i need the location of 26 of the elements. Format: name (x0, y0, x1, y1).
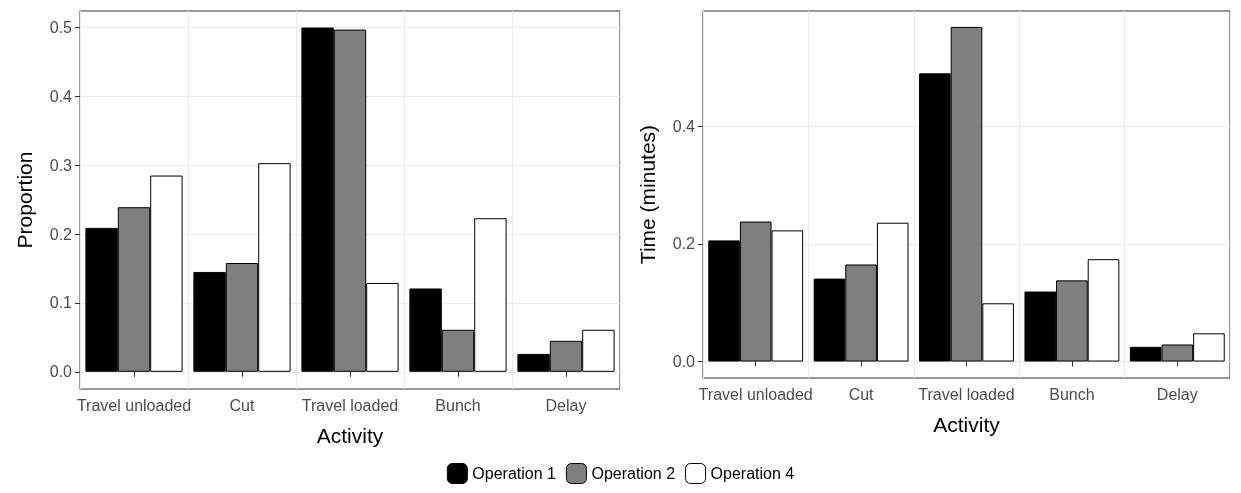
x-axis-title: Activity (316, 424, 384, 447)
x-tick-label: Bunch (435, 396, 481, 414)
y-axis-title: Proportion (13, 151, 36, 249)
y-tick-label: 0.2 (49, 225, 73, 243)
y-tick-label: 0.4 (672, 117, 696, 135)
x-tick-label: Travel loaded (918, 385, 1015, 403)
y-tick-label: 0.0 (672, 353, 696, 371)
x-tick-label: Cut (848, 385, 875, 403)
x-tick-label: Cut (229, 396, 255, 414)
y-tick-label: 0.2 (672, 235, 696, 253)
y-tick-label: 0.4 (49, 87, 73, 105)
x-tick-label: Travel unloaded (76, 396, 192, 414)
legend-label: Operation 2 (591, 465, 676, 482)
x-tick-label: Delay (1156, 385, 1198, 403)
legend-label: Operation 4 (710, 465, 795, 482)
y-axis-title: Time (minutes) (636, 124, 659, 265)
y-tick-label: 0.3 (49, 156, 73, 174)
y-tick-label: 0.0 (49, 363, 73, 381)
x-tick-label: Bunch (1049, 385, 1095, 403)
y-tick-label: 0.5 (49, 19, 73, 37)
x-tick-label: Travel unloaded (698, 385, 813, 403)
x-tick-label: Travel loaded (301, 396, 399, 414)
x-axis-title: Activity (933, 413, 1001, 436)
y-tick-label: 0.1 (49, 294, 73, 312)
legend-label: Operation 1 (472, 465, 557, 482)
x-tick-label: Delay (545, 396, 587, 414)
